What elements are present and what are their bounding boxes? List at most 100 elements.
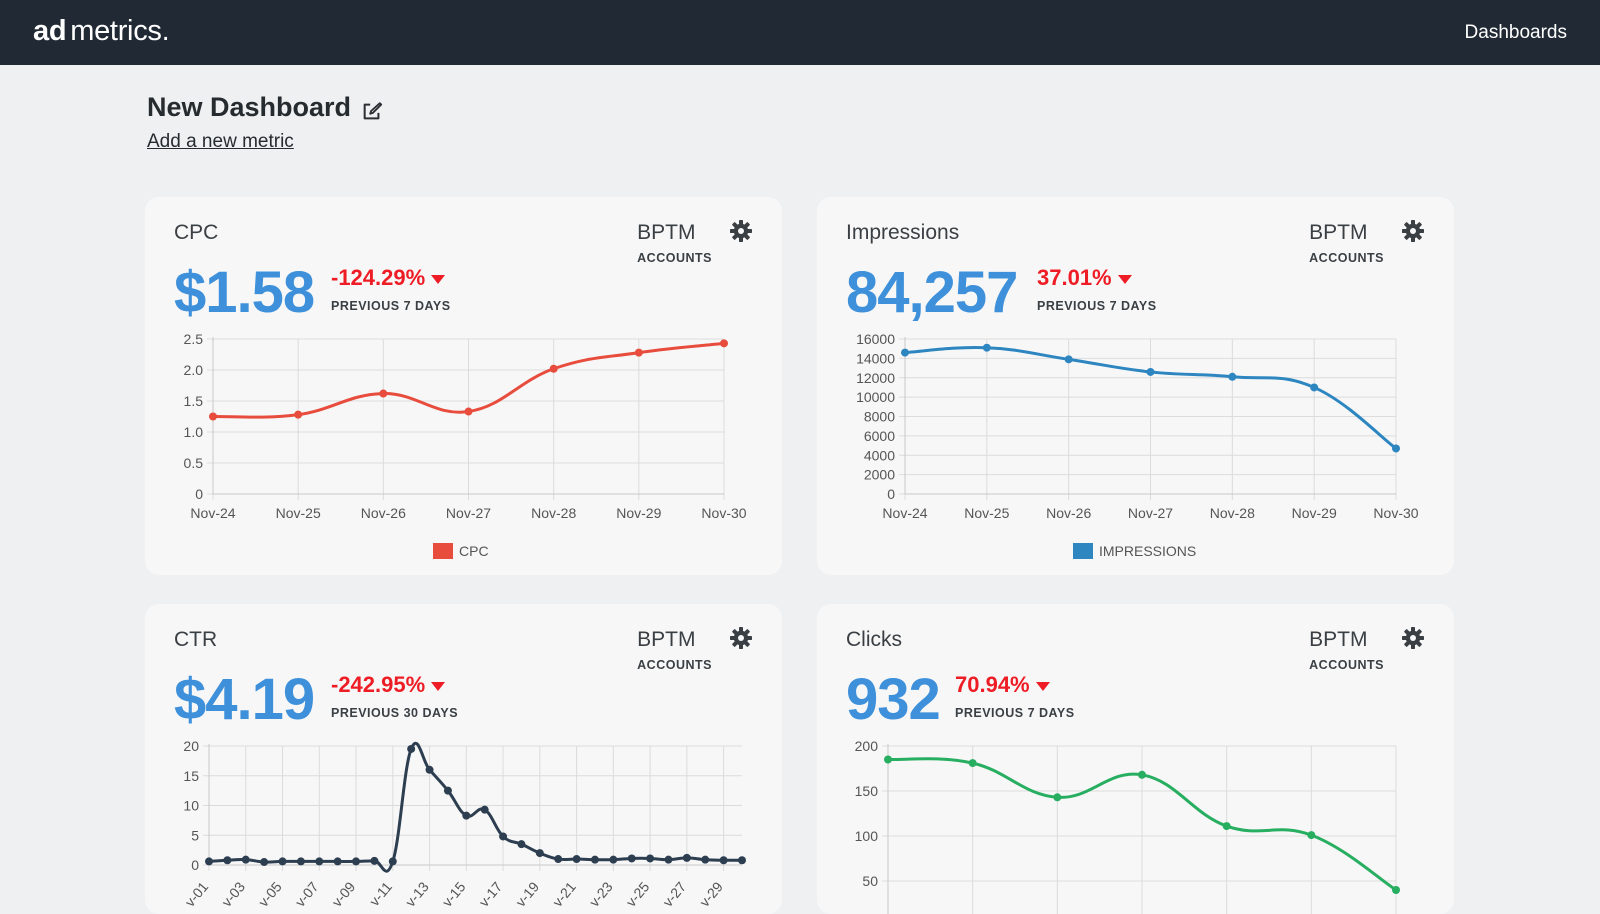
x-tick-label: Nov-24	[190, 505, 235, 521]
account-selector[interactable]: BPTM ACCOUNTS	[637, 628, 712, 672]
x-tick-label: Nov-30	[701, 505, 746, 521]
data-point	[590, 855, 599, 864]
account-name: BPTM	[1309, 221, 1368, 244]
y-tick-label: 10	[183, 798, 199, 814]
data-point	[627, 854, 636, 863]
add-metric-link[interactable]: Add a new metric	[147, 131, 294, 152]
metric-change: 37.01%	[1037, 265, 1132, 291]
impressions-line-chart: 0 2000 4000 6000 8000 10000 12000 14000 16000 Nov…	[856, 331, 1419, 521]
x-tick-label: v-03	[218, 878, 248, 909]
change-text: 37.01%	[1037, 265, 1112, 290]
data-point	[701, 855, 710, 864]
metric-value: $4.19	[174, 667, 315, 732]
data-point	[296, 857, 305, 866]
x-tick-label: v-29	[696, 878, 726, 909]
account-selector[interactable]: BPTM ACCOUNTS	[1309, 221, 1384, 265]
data-point	[205, 857, 213, 866]
data-point	[1222, 822, 1231, 831]
data-point	[464, 407, 473, 416]
data-point	[549, 364, 558, 373]
legend-label: CPC	[459, 543, 489, 559]
x-tick-label: v-05	[255, 878, 285, 909]
metric-card-impressions: Impressions BPTM ACCOUNTS 84,257 37.01% …	[817, 197, 1454, 575]
y-tick-label: 10000	[856, 389, 895, 405]
card-title: CPC	[174, 221, 219, 244]
account-sub-label: ACCOUNTS	[1309, 251, 1384, 265]
y-tick-label: 20	[183, 738, 199, 754]
cpc-line-chart: 0 0.5 1.0 1.5 2.0 2.5 Nov-24 Nov-25 Nov-26 Nov-27…	[184, 331, 747, 521]
series-line	[208, 741, 743, 873]
account-sub-label: ACCOUNTS	[637, 251, 712, 265]
x-tick-label: v-19	[512, 878, 542, 909]
metric-change: -242.95%	[331, 672, 446, 698]
metric-change: 70.94%	[955, 672, 1050, 698]
data-point	[634, 348, 643, 357]
y-tick-label: 50	[862, 873, 878, 889]
y-tick-label: 150	[855, 783, 879, 799]
data-point	[719, 856, 728, 865]
nav-dashboards-link[interactable]: Dashboards	[1464, 22, 1567, 43]
x-tick-label: v-07	[292, 878, 322, 909]
data-point	[333, 857, 342, 866]
x-tick-label: Nov-26	[1046, 505, 1091, 521]
x-tick-label: Nov-27	[446, 505, 491, 521]
legend-swatch	[1073, 543, 1093, 559]
card-title: CTR	[174, 628, 218, 651]
chart-legend[interactable]: CPC	[433, 543, 489, 559]
data-point	[260, 858, 269, 867]
comparison-period: PREVIOUS 7 DAYS	[955, 706, 1075, 720]
x-tick-label: v-15	[439, 878, 469, 909]
top-navbar: ad metrics. Dashboards	[0, 0, 1600, 65]
data-point	[901, 348, 909, 357]
data-point	[443, 786, 452, 795]
data-point	[609, 855, 618, 864]
metric-card-clicks: Clicks BPTM ACCOUNTS 932 70.94% PREVIOUS…	[817, 604, 1454, 914]
chart-legend[interactable]: IMPRESSIONS	[1073, 543, 1196, 559]
data-point	[315, 857, 324, 866]
data-point	[1392, 444, 1400, 453]
metric-value: 932	[846, 667, 941, 732]
y-tick-label: 200	[855, 738, 879, 754]
app-logo[interactable]: ad metrics.	[33, 15, 170, 48]
y-tick-label: 15	[183, 768, 199, 784]
change-text: -242.95%	[331, 672, 426, 697]
data-point	[499, 832, 508, 841]
data-point	[646, 854, 655, 863]
comparison-period: PREVIOUS 7 DAYS	[1037, 299, 1157, 313]
y-tick-label: 1.5	[184, 393, 204, 409]
x-tick-label: Nov-24	[882, 505, 927, 521]
y-tick-label: 5	[191, 827, 199, 843]
data-point	[1228, 372, 1237, 381]
y-tick-label: 14000	[856, 350, 895, 366]
ctr-line-chart: 0 5 10 15 20 v-01 v-03 v-05 v-07 v-09 v-11 v-13 v-15…	[182, 738, 746, 910]
x-tick-label: Nov-29	[1292, 505, 1337, 521]
account-name: BPTM	[1309, 628, 1368, 651]
data-point	[1053, 793, 1062, 802]
data-point	[1392, 886, 1400, 894]
data-point	[223, 856, 232, 865]
data-point	[1138, 770, 1146, 779]
edit-icon[interactable]	[361, 100, 383, 122]
account-sub-label: ACCOUNTS	[1309, 658, 1384, 672]
account-sub-label: ACCOUNTS	[637, 658, 712, 672]
x-tick-label: Nov-27	[1128, 505, 1173, 521]
x-tick-label: v-21	[549, 878, 579, 909]
account-name: BPTM	[637, 221, 696, 244]
account-name: BPTM	[637, 628, 696, 651]
x-tick-label: v-01	[182, 878, 212, 909]
data-point	[982, 343, 991, 352]
x-tick-label: Nov-29	[616, 505, 661, 521]
down-arrow-icon	[431, 274, 446, 284]
data-point	[480, 805, 489, 814]
data-point	[738, 856, 746, 865]
data-point	[1310, 383, 1319, 392]
x-tick-label: Nov-30	[1373, 505, 1418, 521]
account-selector[interactable]: BPTM ACCOUNTS	[637, 221, 712, 265]
legend-label: IMPRESSIONS	[1099, 543, 1197, 559]
x-tick-label: v-09	[329, 878, 359, 909]
data-point	[572, 855, 581, 864]
y-tick-label: 4000	[864, 447, 895, 463]
account-selector[interactable]: BPTM ACCOUNTS	[1309, 628, 1384, 672]
logo-bold-text: ad	[33, 15, 67, 47]
data-point	[370, 856, 379, 865]
